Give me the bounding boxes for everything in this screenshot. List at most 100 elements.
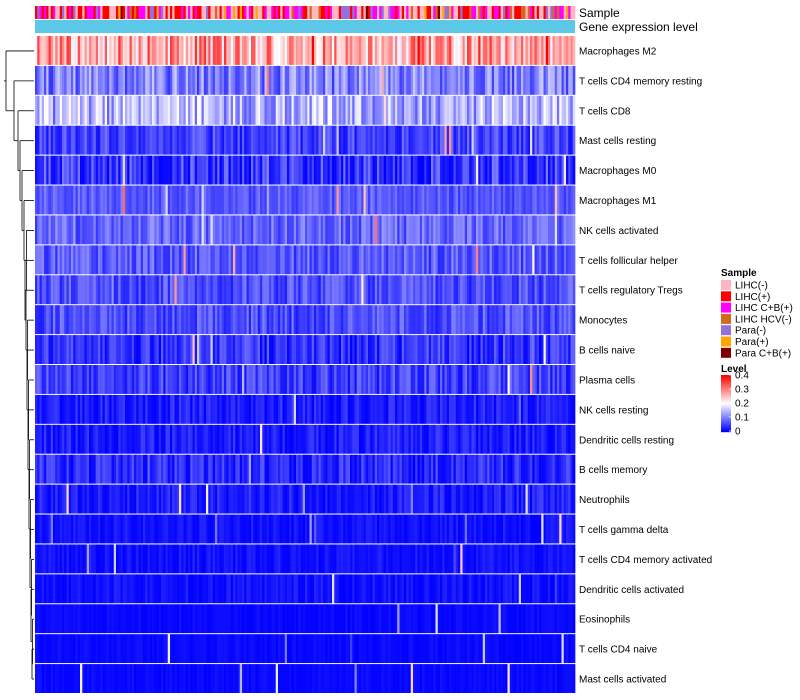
heatmap-cell <box>152 424 155 454</box>
heatmap-cell <box>320 424 324 454</box>
heatmap-cell <box>264 95 268 125</box>
heatmap-cell <box>206 365 209 394</box>
heatmap-cell <box>287 305 290 335</box>
heatmap-cell <box>125 215 128 245</box>
sample-annotation-cell <box>120 6 124 19</box>
heatmap-cell <box>266 275 270 305</box>
heatmap-cell <box>521 245 524 275</box>
heatmap-cell <box>489 365 493 394</box>
heatmap-cell <box>446 424 450 454</box>
sample-annotation-cell <box>280 6 283 19</box>
heatmap-cell <box>82 185 85 215</box>
heatmap-cell <box>192 454 196 484</box>
heatmap-cell <box>532 275 535 305</box>
heatmap-cell <box>235 574 238 604</box>
sample-annotation-cell <box>199 6 202 19</box>
heatmap-cell <box>82 155 85 185</box>
heatmap-cell <box>206 275 209 305</box>
heatmap-cell <box>381 394 385 424</box>
heatmap-cell <box>300 95 304 125</box>
heatmap-cell <box>401 305 405 335</box>
heatmap-cell <box>410 125 414 155</box>
heatmap-cell <box>453 365 457 394</box>
heatmap-cell <box>388 65 391 95</box>
heatmap-cell <box>224 245 227 275</box>
heatmap-cell <box>64 95 67 125</box>
heatmap-cell <box>296 65 299 95</box>
heatmap-cell <box>392 484 396 514</box>
heatmap-cell <box>264 365 268 394</box>
heatmap-cell <box>361 365 364 394</box>
heatmap-cell <box>215 514 218 544</box>
heatmap-cell <box>469 215 472 245</box>
heatmap-cell <box>392 65 396 95</box>
sample-annotation-cell <box>210 6 214 19</box>
heatmap-cell <box>545 574 549 604</box>
heatmap-cell <box>415 335 418 364</box>
heatmap-cell <box>239 65 243 95</box>
heatmap-cell <box>406 125 409 155</box>
heatmap-cell <box>185 604 189 634</box>
heatmap-cell <box>356 514 360 544</box>
heatmap-cell <box>482 36 486 65</box>
heatmap-cell <box>345 125 349 155</box>
heatmap-cell <box>219 36 223 65</box>
heatmap-cell <box>35 394 38 424</box>
heatmap-cell <box>363 95 367 125</box>
heatmap-cell <box>239 125 243 155</box>
heatmap-cell <box>46 484 49 514</box>
heatmap-cell <box>273 245 277 275</box>
heatmap-cell <box>440 484 443 514</box>
heatmap-cell <box>93 454 97 484</box>
heatmap-cell <box>255 574 259 604</box>
heatmap-cell <box>262 335 265 364</box>
heatmap-cell <box>194 275 198 305</box>
heatmap-cell <box>190 65 193 95</box>
heatmap-cell <box>192 155 196 185</box>
heatmap-cell <box>570 424 574 454</box>
heatmap-cell <box>482 394 486 424</box>
heatmap-cell <box>62 454 65 484</box>
heatmap-cell <box>523 185 526 215</box>
heatmap-cell <box>183 394 187 424</box>
heatmap-cell <box>554 275 558 305</box>
heatmap-cell <box>496 394 499 424</box>
heatmap-cell <box>208 155 211 185</box>
heatmap-cell <box>192 574 196 604</box>
heatmap-cell <box>413 275 416 305</box>
heatmap-cell <box>415 394 418 424</box>
heatmap-cell <box>185 424 189 454</box>
heatmap-cell <box>89 424 92 454</box>
heatmap-cell <box>57 65 61 95</box>
heatmap-cell <box>415 514 418 544</box>
heatmap-cell <box>494 185 497 215</box>
heatmap-cell <box>397 365 400 394</box>
heatmap-cell <box>228 95 232 125</box>
heatmap-cell <box>125 185 128 215</box>
heatmap-cell <box>82 275 85 305</box>
heatmap-cell <box>278 245 281 275</box>
sample-annotation-cell <box>361 6 364 19</box>
heatmap-cell <box>84 275 88 305</box>
heatmap-cell <box>318 394 322 424</box>
heatmap-cell <box>248 155 252 185</box>
heatmap-cell <box>568 484 571 514</box>
heatmap-cell <box>545 484 549 514</box>
heatmap-cell <box>199 544 202 574</box>
heatmap-cell <box>451 36 454 65</box>
heatmap-cell <box>80 215 83 245</box>
heatmap-cell <box>397 215 400 245</box>
heatmap-cell <box>505 275 508 305</box>
heatmap-cell <box>127 36 130 65</box>
heatmap-cell <box>278 185 281 215</box>
heatmap-cell <box>550 185 553 215</box>
heatmap-cell <box>518 335 522 364</box>
heatmap-cell <box>131 305 135 335</box>
sample-annotation-cell <box>181 6 184 19</box>
heatmap-cell <box>226 574 229 604</box>
heatmap-cell <box>413 544 416 574</box>
heatmap-cell <box>368 574 371 604</box>
heatmap-cell <box>399 514 403 544</box>
heatmap-cell <box>156 484 160 514</box>
heatmap-cell <box>93 335 97 364</box>
